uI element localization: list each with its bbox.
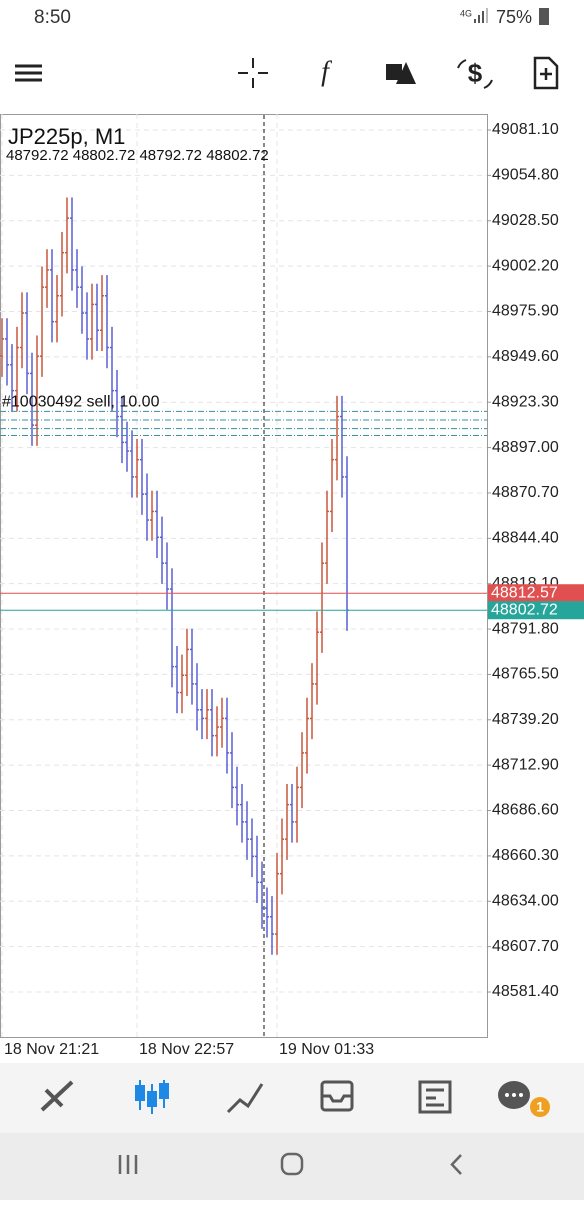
y-tick-label: 48686.60 bbox=[492, 802, 559, 819]
bottom-nav bbox=[0, 1063, 584, 1133]
messages-badge: 1 bbox=[536, 1099, 544, 1115]
y-tick-label: 49054.80 bbox=[492, 167, 559, 184]
status-time: 8:50 bbox=[34, 7, 71, 28]
x-tick-label: 19 Nov 01:33 bbox=[279, 1041, 374, 1058]
y-tick-label: 49028.50 bbox=[492, 212, 559, 229]
y-tick-label: 48870.70 bbox=[492, 484, 559, 501]
news-tab[interactable] bbox=[418, 1080, 452, 1114]
signal-icon bbox=[474, 8, 488, 23]
trade-button[interactable]: $ bbox=[457, 58, 493, 89]
y-tick-label: 49081.10 bbox=[492, 121, 559, 138]
y-tick-label: 48581.40 bbox=[492, 983, 559, 1000]
y-tick-label: 48712.90 bbox=[492, 756, 559, 773]
status-network: 4G bbox=[460, 8, 472, 18]
y-tick-label: 48739.20 bbox=[492, 711, 559, 728]
chart-title: JP225p, M1 bbox=[8, 124, 125, 149]
y-tick-label: 48949.60 bbox=[492, 348, 559, 365]
y-tick-label: 48634.00 bbox=[492, 892, 559, 909]
y-tick-label: 48607.70 bbox=[492, 938, 559, 955]
system-nav bbox=[0, 1133, 584, 1200]
ask-label-bg bbox=[488, 584, 584, 603]
y-tick-label: 48765.50 bbox=[492, 666, 559, 683]
status-battery: 75% bbox=[496, 7, 532, 27]
objects-button[interactable] bbox=[386, 62, 416, 84]
ohlc-readout: 48792.72 48802.72 48792.72 48802.72 bbox=[6, 147, 269, 164]
y-tick-label: 48791.80 bbox=[492, 620, 559, 637]
y-tick-label: 48897.00 bbox=[492, 439, 559, 456]
messages-tab[interactable] bbox=[498, 1081, 550, 1117]
x-tick-label: 18 Nov 21:21 bbox=[4, 1041, 99, 1058]
y-tick-label: 48975.90 bbox=[492, 303, 559, 320]
quotes-tab[interactable] bbox=[40, 1080, 74, 1112]
y-tick-label: 48923.30 bbox=[492, 393, 559, 410]
new-order-button[interactable] bbox=[533, 56, 559, 90]
ask-label: 48812.57 bbox=[491, 584, 558, 601]
battery-icon bbox=[539, 8, 549, 25]
bid-label-bg bbox=[488, 601, 584, 620]
y-tick-label: 48844.40 bbox=[492, 530, 559, 547]
order-label: #10030492 sell, 10.00 bbox=[2, 394, 160, 411]
chart-tab[interactable] bbox=[135, 1080, 169, 1114]
menu-button[interactable] bbox=[15, 64, 42, 82]
chart-frame bbox=[0, 114, 488, 1038]
indicators-button[interactable]: f bbox=[321, 56, 332, 87]
y-tick-label: 49002.20 bbox=[492, 257, 559, 274]
history-tab[interactable] bbox=[320, 1080, 354, 1112]
grid: 49081.10 49054.80 49028.50 49002.20 48975.90… bbox=[0, 114, 559, 1058]
trade-tab[interactable] bbox=[226, 1083, 264, 1114]
bid-label: 48802.72 bbox=[491, 601, 558, 618]
system-buttons[interactable] bbox=[118, 1152, 462, 1176]
y-tick-label: 48660.30 bbox=[492, 847, 559, 864]
crosshair-button[interactable] bbox=[238, 58, 268, 88]
bars bbox=[0, 197, 349, 955]
svg-text:$: $ bbox=[468, 58, 483, 88]
x-tick-label: 18 Nov 22:57 bbox=[139, 1041, 234, 1058]
